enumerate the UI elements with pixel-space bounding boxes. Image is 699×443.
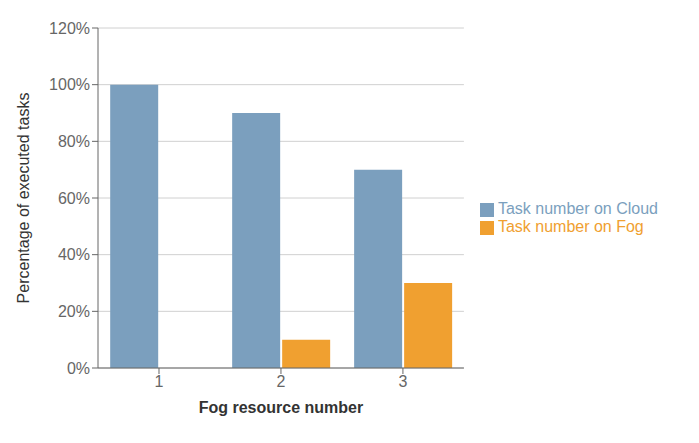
svg-text:20%: 20% (58, 303, 90, 320)
svg-text:80%: 80% (58, 133, 90, 150)
html-text:Task number on Fog: Task number on Fog (497, 218, 644, 235)
svg-text:Percentage of executed tasks: Percentage of executed tasks (15, 93, 32, 304)
svg-text:100%: 100% (49, 76, 90, 93)
svg-text:3: 3 (398, 373, 407, 390)
svg-text:120%: 120% (49, 20, 90, 37)
svg-text:0%: 0% (67, 360, 90, 377)
html-text:Task number on Cloud: Task number on Cloud (497, 200, 658, 217)
svg-text:Fog resource number: Fog resource number (199, 399, 363, 416)
svg-text:2: 2 (277, 373, 286, 390)
svg-text:40%: 40% (58, 246, 90, 263)
svg-text:60%: 60% (58, 190, 90, 207)
svg-text:1: 1 (155, 373, 164, 390)
